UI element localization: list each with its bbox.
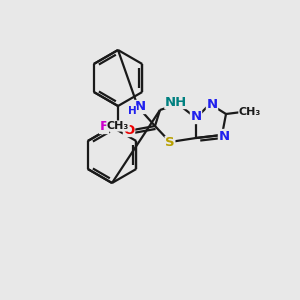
Text: N: N <box>134 100 146 113</box>
Text: NH: NH <box>165 95 187 109</box>
Text: N: N <box>218 130 230 142</box>
Text: N: N <box>190 110 202 124</box>
Text: H: H <box>128 106 136 116</box>
Text: F: F <box>99 121 109 134</box>
Text: CH₃: CH₃ <box>239 107 261 117</box>
Text: S: S <box>165 136 175 149</box>
Text: O: O <box>123 124 135 136</box>
Text: N: N <box>206 98 218 110</box>
Text: CH₃: CH₃ <box>107 121 129 131</box>
